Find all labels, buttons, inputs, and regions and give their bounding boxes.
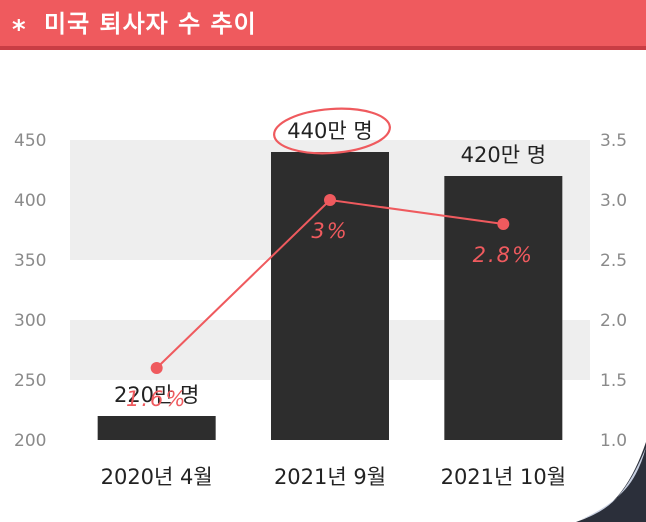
page-curl-decoration xyxy=(576,442,646,522)
rate-labels: 1.6% 3% 2.8% xyxy=(126,219,534,411)
y-tick-label: 400 xyxy=(14,191,46,211)
y2-tick-label: 2.0 xyxy=(600,311,627,331)
highlight-ellipse xyxy=(273,107,391,155)
bar-value-label: 420만 명 xyxy=(461,143,546,167)
y-tick-label: 250 xyxy=(14,371,46,391)
y-axis-left: 200 250 300 350 400 450 xyxy=(14,131,46,451)
y2-tick-label: 3.5 xyxy=(600,131,627,151)
y2-tick-label: 3.0 xyxy=(600,191,627,211)
x-axis: 2020년 4월 2021년 9월 2021년 10월 xyxy=(101,465,566,489)
y-tick-label: 200 xyxy=(14,431,46,451)
bar xyxy=(97,416,216,440)
rate-point xyxy=(324,194,336,206)
y2-tick-label: 2.5 xyxy=(600,251,627,271)
bar-labels: 220만 명 440만 명 420만 명 xyxy=(114,119,546,407)
x-category-label: 2021년 10월 xyxy=(441,465,566,489)
highlight-circle xyxy=(273,107,391,155)
y-tick-label: 450 xyxy=(14,131,46,151)
y2-tick-label: 1.5 xyxy=(600,371,627,391)
y-axis-right: 1.0 1.5 2.0 2.5 3.0 3.5 xyxy=(600,131,627,451)
bar xyxy=(444,176,563,440)
rate-value-label: 2.8% xyxy=(473,243,534,267)
y-tick-label: 300 xyxy=(14,311,46,331)
rate-point xyxy=(497,218,510,230)
bar-value-label: 220만 명 xyxy=(114,383,199,407)
rate-value-label: 3% xyxy=(311,219,348,243)
rate-point xyxy=(150,362,163,374)
rate-line-series xyxy=(150,194,510,374)
x-category-label: 2021년 9월 xyxy=(274,465,386,489)
bar-value-label: 440만 명 xyxy=(287,119,372,143)
asterisk-icon: ⁎ xyxy=(12,8,26,38)
x-category-label: 2020년 4월 xyxy=(101,465,213,489)
rate-value-label: 1.6% xyxy=(126,387,187,411)
chart-title: 미국 퇴사자 수 추이 xyxy=(44,10,257,38)
y2-tick-label: 1.0 xyxy=(600,431,627,451)
y-tick-label: 350 xyxy=(14,251,46,271)
title-bar: ⁎ 미국 퇴사자 수 추이 xyxy=(0,0,646,50)
